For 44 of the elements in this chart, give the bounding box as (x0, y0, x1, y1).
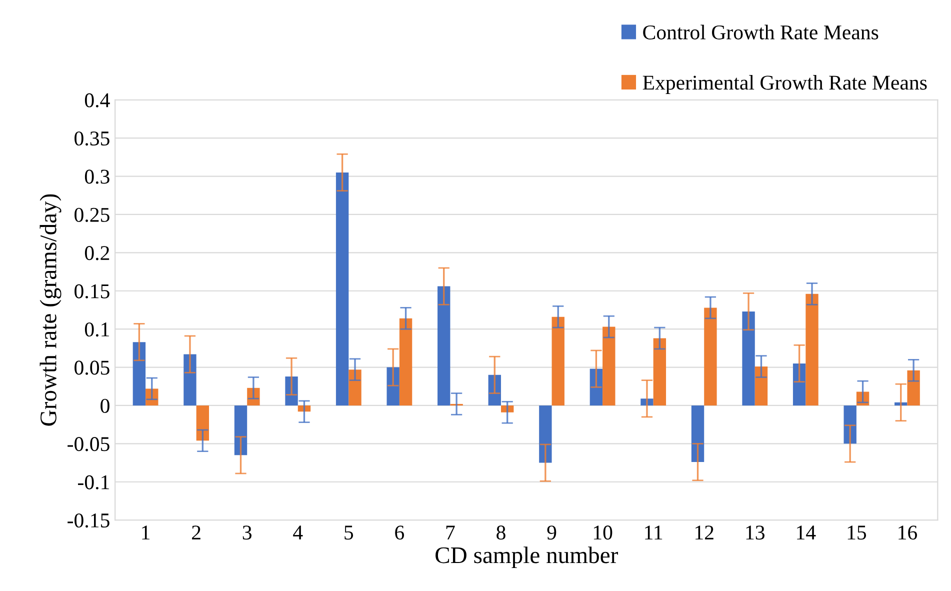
x-tick-label: 5 (344, 526, 354, 540)
x-tick-label: 11 (645, 526, 662, 540)
bar (196, 405, 210, 441)
bar (844, 405, 856, 444)
y-tick-label: 0.15 (74, 284, 110, 298)
x-tick-label: 1 (142, 526, 150, 540)
bar (539, 405, 552, 463)
bar (386, 367, 400, 406)
y-tick-label: -0.1 (78, 475, 109, 490)
x-tick-label: 4 (293, 526, 303, 540)
x-tick-label: 8 (496, 526, 506, 540)
x-tick-label: 14 (797, 526, 816, 540)
x-tick-label: 3 (242, 526, 252, 540)
bar (184, 354, 196, 406)
y-tick-label: -0.15 (68, 513, 110, 528)
x-axis-title: CD sample number (436, 546, 618, 568)
bar (691, 405, 704, 462)
bar (754, 366, 768, 406)
bar (552, 316, 564, 406)
y-tick-label: 0.25 (74, 208, 110, 222)
bar (348, 370, 362, 406)
y-tick-label: 0.05 (74, 360, 110, 375)
y-tick-label: 0 (100, 398, 110, 413)
x-tick-label: 13 (746, 526, 764, 540)
y-axis-title: Growth rate (grams/day) (40, 194, 62, 426)
x-tick-label: 16 (898, 526, 918, 540)
y-tick-label: 0.4 (84, 93, 110, 108)
bar (704, 308, 717, 406)
y-tick-label: 0.35 (74, 131, 110, 146)
x-tick-label: 9 (547, 526, 556, 540)
x-tick-label: 7 (446, 526, 455, 540)
legend-label: Control Growth Rate Means (643, 24, 878, 40)
x-tick-label: 10 (594, 526, 612, 540)
x-tick-label: 2 (192, 526, 200, 540)
x-tick-label: 12 (696, 526, 714, 540)
y-tick-label: -0.05 (68, 437, 110, 452)
y-tick-label: 0.3 (84, 170, 110, 184)
bar (234, 405, 248, 456)
x-tick-label: 15 (848, 526, 866, 540)
legend-label: Experimental Growth Rate Means (642, 75, 927, 94)
y-tick-label: 0.1 (84, 322, 109, 337)
y-tick-label: 0.2 (84, 246, 110, 260)
x-tick-label: 6 (395, 526, 404, 540)
bar (792, 363, 806, 406)
